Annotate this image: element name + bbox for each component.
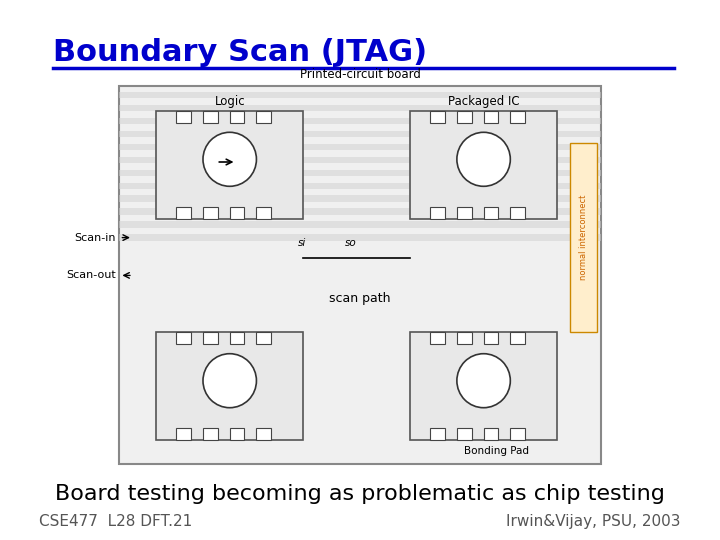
Bar bbox=[176, 207, 191, 219]
Text: normal interconnect: normal interconnect bbox=[580, 195, 588, 280]
Bar bbox=[256, 332, 271, 344]
Bar bbox=[120, 157, 600, 163]
Text: CSE477  L28 DFT.21: CSE477 L28 DFT.21 bbox=[40, 514, 192, 529]
Bar bbox=[484, 111, 498, 123]
Bar bbox=[457, 111, 472, 123]
Bar bbox=[510, 428, 525, 440]
FancyBboxPatch shape bbox=[410, 111, 557, 219]
Bar bbox=[256, 111, 271, 123]
Bar bbox=[430, 428, 445, 440]
FancyBboxPatch shape bbox=[410, 332, 557, 440]
Bar bbox=[120, 144, 600, 150]
Text: Printed-circuit board: Printed-circuit board bbox=[300, 68, 420, 81]
Text: Scan-out: Scan-out bbox=[66, 271, 116, 280]
Bar bbox=[256, 428, 271, 440]
Text: scan path: scan path bbox=[329, 292, 391, 305]
Bar bbox=[256, 207, 271, 219]
Bar bbox=[203, 207, 217, 219]
Bar bbox=[176, 111, 191, 123]
Bar bbox=[203, 111, 217, 123]
Bar bbox=[230, 207, 244, 219]
Bar bbox=[120, 195, 600, 202]
Bar bbox=[120, 118, 600, 124]
Text: Irwin&Vijay, PSU, 2003: Irwin&Vijay, PSU, 2003 bbox=[506, 514, 680, 529]
Text: Packaged IC: Packaged IC bbox=[448, 95, 519, 108]
Bar bbox=[203, 428, 217, 440]
Text: Bonding Pad: Bonding Pad bbox=[464, 446, 529, 456]
Bar bbox=[120, 105, 600, 111]
Bar bbox=[120, 221, 600, 228]
Bar bbox=[176, 428, 191, 440]
Bar bbox=[457, 207, 472, 219]
Bar bbox=[510, 207, 525, 219]
Bar bbox=[484, 332, 498, 344]
Bar bbox=[120, 131, 600, 137]
Text: Logic: Logic bbox=[215, 95, 245, 108]
Bar bbox=[230, 428, 244, 440]
Bar bbox=[120, 208, 600, 215]
Bar bbox=[430, 332, 445, 344]
Text: si: si bbox=[298, 238, 307, 248]
FancyBboxPatch shape bbox=[156, 332, 303, 440]
Bar bbox=[120, 234, 600, 241]
Bar bbox=[120, 183, 600, 189]
Bar bbox=[430, 111, 445, 123]
Bar bbox=[457, 428, 472, 440]
Bar bbox=[176, 332, 191, 344]
Bar bbox=[484, 207, 498, 219]
Bar bbox=[203, 332, 217, 344]
Ellipse shape bbox=[203, 132, 256, 186]
Bar bbox=[230, 111, 244, 123]
Text: Scan-in: Scan-in bbox=[75, 233, 116, 242]
Bar bbox=[120, 92, 600, 98]
FancyBboxPatch shape bbox=[156, 111, 303, 219]
Ellipse shape bbox=[203, 354, 256, 408]
FancyBboxPatch shape bbox=[120, 86, 600, 464]
Bar bbox=[430, 207, 445, 219]
Bar bbox=[457, 332, 472, 344]
Text: Board testing becoming as problematic as chip testing: Board testing becoming as problematic as… bbox=[55, 484, 665, 504]
Bar bbox=[570, 143, 597, 332]
Text: Boundary Scan (JTAG): Boundary Scan (JTAG) bbox=[53, 38, 427, 67]
Ellipse shape bbox=[457, 354, 510, 408]
Bar bbox=[510, 332, 525, 344]
Bar bbox=[510, 111, 525, 123]
Bar bbox=[120, 170, 600, 176]
Bar bbox=[484, 428, 498, 440]
Text: so: so bbox=[344, 238, 356, 248]
Bar bbox=[230, 332, 244, 344]
Ellipse shape bbox=[457, 132, 510, 186]
